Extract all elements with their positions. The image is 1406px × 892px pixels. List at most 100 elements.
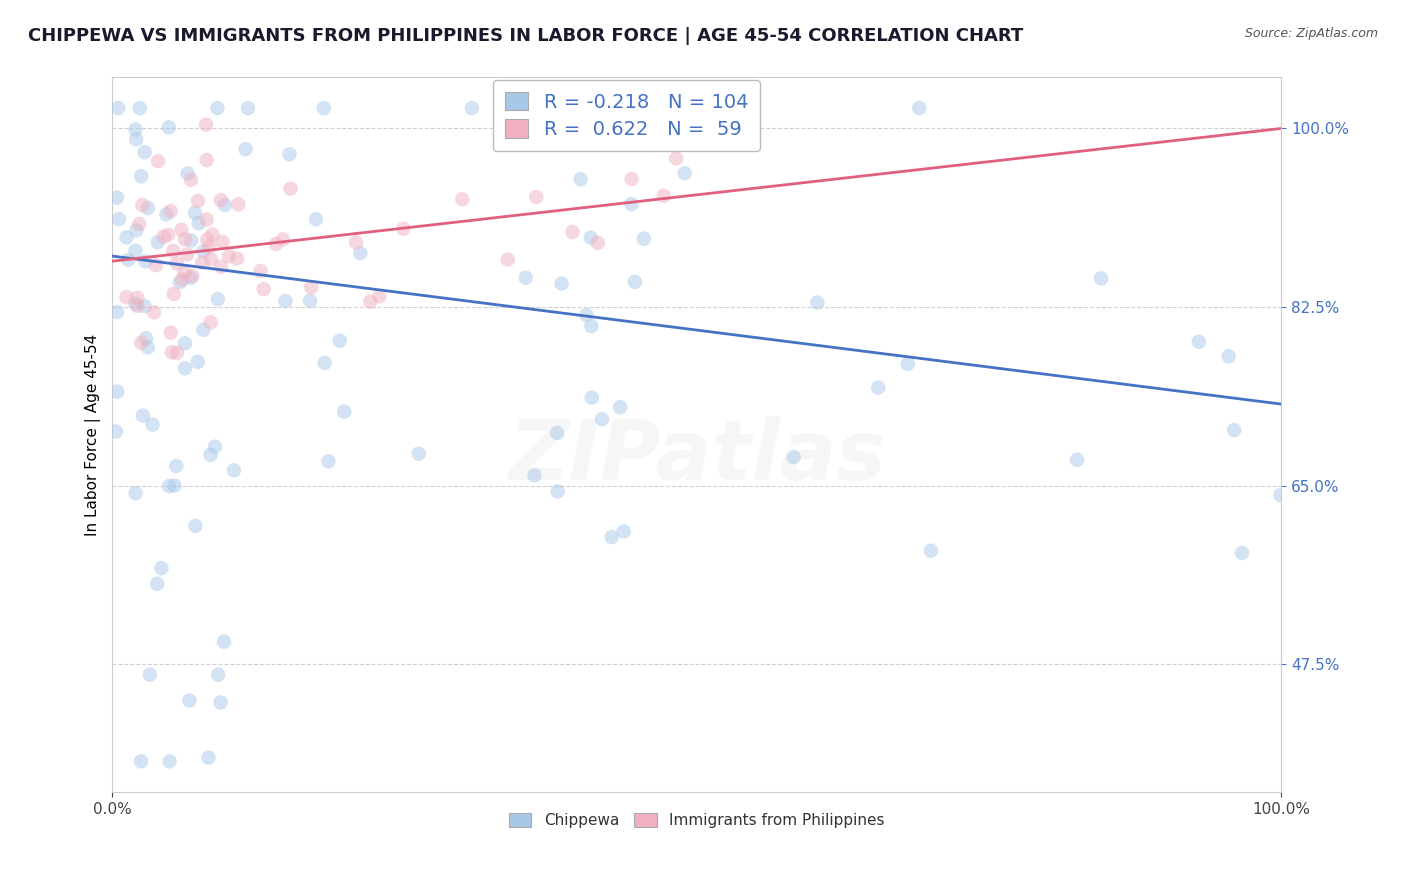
Legend: Chippewa, Immigrants from Philippines: Chippewa, Immigrants from Philippines	[502, 806, 891, 834]
Immigrants from Philippines	[228, 197, 250, 211]
Text: CHIPPEWA VS IMMIGRANTS FROM PHILIPPINES IN LABOR FORCE | AGE 45-54 CORRELATION C: CHIPPEWA VS IMMIGRANTS FROM PHILIPPINES …	[28, 27, 1024, 45]
Immigrants from Philippines	[249, 264, 271, 278]
Immigrants from Philippines	[159, 326, 181, 340]
Chippewa	[209, 696, 232, 710]
Chippewa	[207, 101, 229, 115]
Immigrants from Philippines	[451, 192, 474, 206]
Chippewa	[550, 277, 572, 291]
Chippewa	[581, 319, 603, 334]
Immigrants from Philippines	[146, 154, 169, 169]
Chippewa	[579, 230, 602, 244]
Chippewa	[1090, 271, 1112, 285]
Chippewa	[581, 391, 603, 405]
Chippewa	[180, 234, 202, 248]
Chippewa	[633, 232, 655, 246]
Immigrants from Philippines	[128, 217, 150, 231]
Chippewa	[204, 440, 226, 454]
Immigrants from Philippines	[198, 240, 221, 254]
Chippewa	[897, 357, 920, 371]
Chippewa	[132, 409, 155, 423]
Immigrants from Philippines	[264, 237, 287, 252]
Chippewa	[193, 323, 215, 337]
Chippewa	[868, 381, 890, 395]
Immigrants from Philippines	[176, 247, 198, 261]
Immigrants from Philippines	[218, 249, 240, 263]
Chippewa	[124, 297, 146, 311]
Chippewa	[278, 147, 301, 161]
Immigrants from Philippines	[280, 181, 302, 195]
Chippewa	[274, 293, 297, 308]
Immigrants from Philippines	[195, 153, 218, 167]
Chippewa	[134, 145, 156, 160]
Immigrants from Philippines	[586, 235, 609, 250]
Chippewa	[115, 230, 138, 244]
Immigrants from Philippines	[496, 252, 519, 267]
Chippewa	[1223, 423, 1246, 437]
Immigrants from Philippines	[131, 198, 153, 212]
Text: ZIPatlas: ZIPatlas	[508, 416, 886, 497]
Chippewa	[174, 361, 197, 376]
Chippewa	[107, 101, 129, 115]
Chippewa	[105, 305, 128, 319]
Immigrants from Philippines	[200, 252, 222, 266]
Chippewa	[141, 417, 163, 432]
Chippewa	[163, 478, 186, 492]
Chippewa	[569, 172, 592, 186]
Chippewa	[108, 212, 131, 227]
Immigrants from Philippines	[195, 212, 218, 227]
Chippewa	[329, 334, 352, 348]
Chippewa	[408, 447, 430, 461]
Chippewa	[184, 518, 207, 533]
Immigrants from Philippines	[201, 227, 224, 242]
Chippewa	[236, 101, 259, 115]
Chippewa	[136, 201, 159, 215]
Immigrants from Philippines	[524, 190, 547, 204]
Chippewa	[1218, 349, 1240, 363]
Chippewa	[180, 270, 202, 285]
Chippewa	[207, 292, 229, 306]
Chippewa	[920, 543, 942, 558]
Chippewa	[159, 755, 181, 769]
Chippewa	[125, 223, 148, 237]
Chippewa	[104, 425, 127, 439]
Chippewa	[129, 169, 152, 184]
Immigrants from Philippines	[209, 193, 232, 207]
Chippewa	[177, 167, 200, 181]
Immigrants from Philippines	[187, 194, 209, 208]
Immigrants from Philippines	[181, 268, 204, 283]
Immigrants from Philippines	[226, 252, 249, 266]
Immigrants from Philippines	[299, 280, 322, 294]
Chippewa	[187, 355, 209, 369]
Chippewa	[782, 450, 804, 464]
Chippewa	[299, 293, 322, 308]
Chippewa	[187, 216, 209, 230]
Immigrants from Philippines	[159, 204, 181, 219]
Immigrants from Philippines	[344, 235, 367, 250]
Immigrants from Philippines	[163, 287, 186, 301]
Chippewa	[212, 634, 235, 648]
Chippewa	[146, 576, 169, 591]
Chippewa	[105, 384, 128, 399]
Chippewa	[318, 454, 340, 468]
Chippewa	[129, 755, 152, 769]
Immigrants from Philippines	[152, 229, 174, 244]
Chippewa	[135, 331, 157, 345]
Chippewa	[547, 484, 569, 499]
Chippewa	[1270, 488, 1292, 502]
Chippewa	[1230, 546, 1253, 560]
Chippewa	[146, 235, 169, 250]
Immigrants from Philippines	[172, 272, 194, 286]
Chippewa	[222, 463, 245, 477]
Immigrants from Philippines	[180, 173, 202, 187]
Chippewa	[139, 667, 162, 681]
Chippewa	[124, 486, 146, 500]
Chippewa	[461, 101, 484, 115]
Chippewa	[575, 308, 598, 322]
Immigrants from Philippines	[166, 256, 188, 270]
Chippewa	[184, 206, 207, 220]
Immigrants from Philippines	[200, 315, 222, 329]
Chippewa	[673, 166, 696, 180]
Chippewa	[191, 244, 214, 259]
Chippewa	[1188, 334, 1211, 349]
Chippewa	[235, 142, 257, 156]
